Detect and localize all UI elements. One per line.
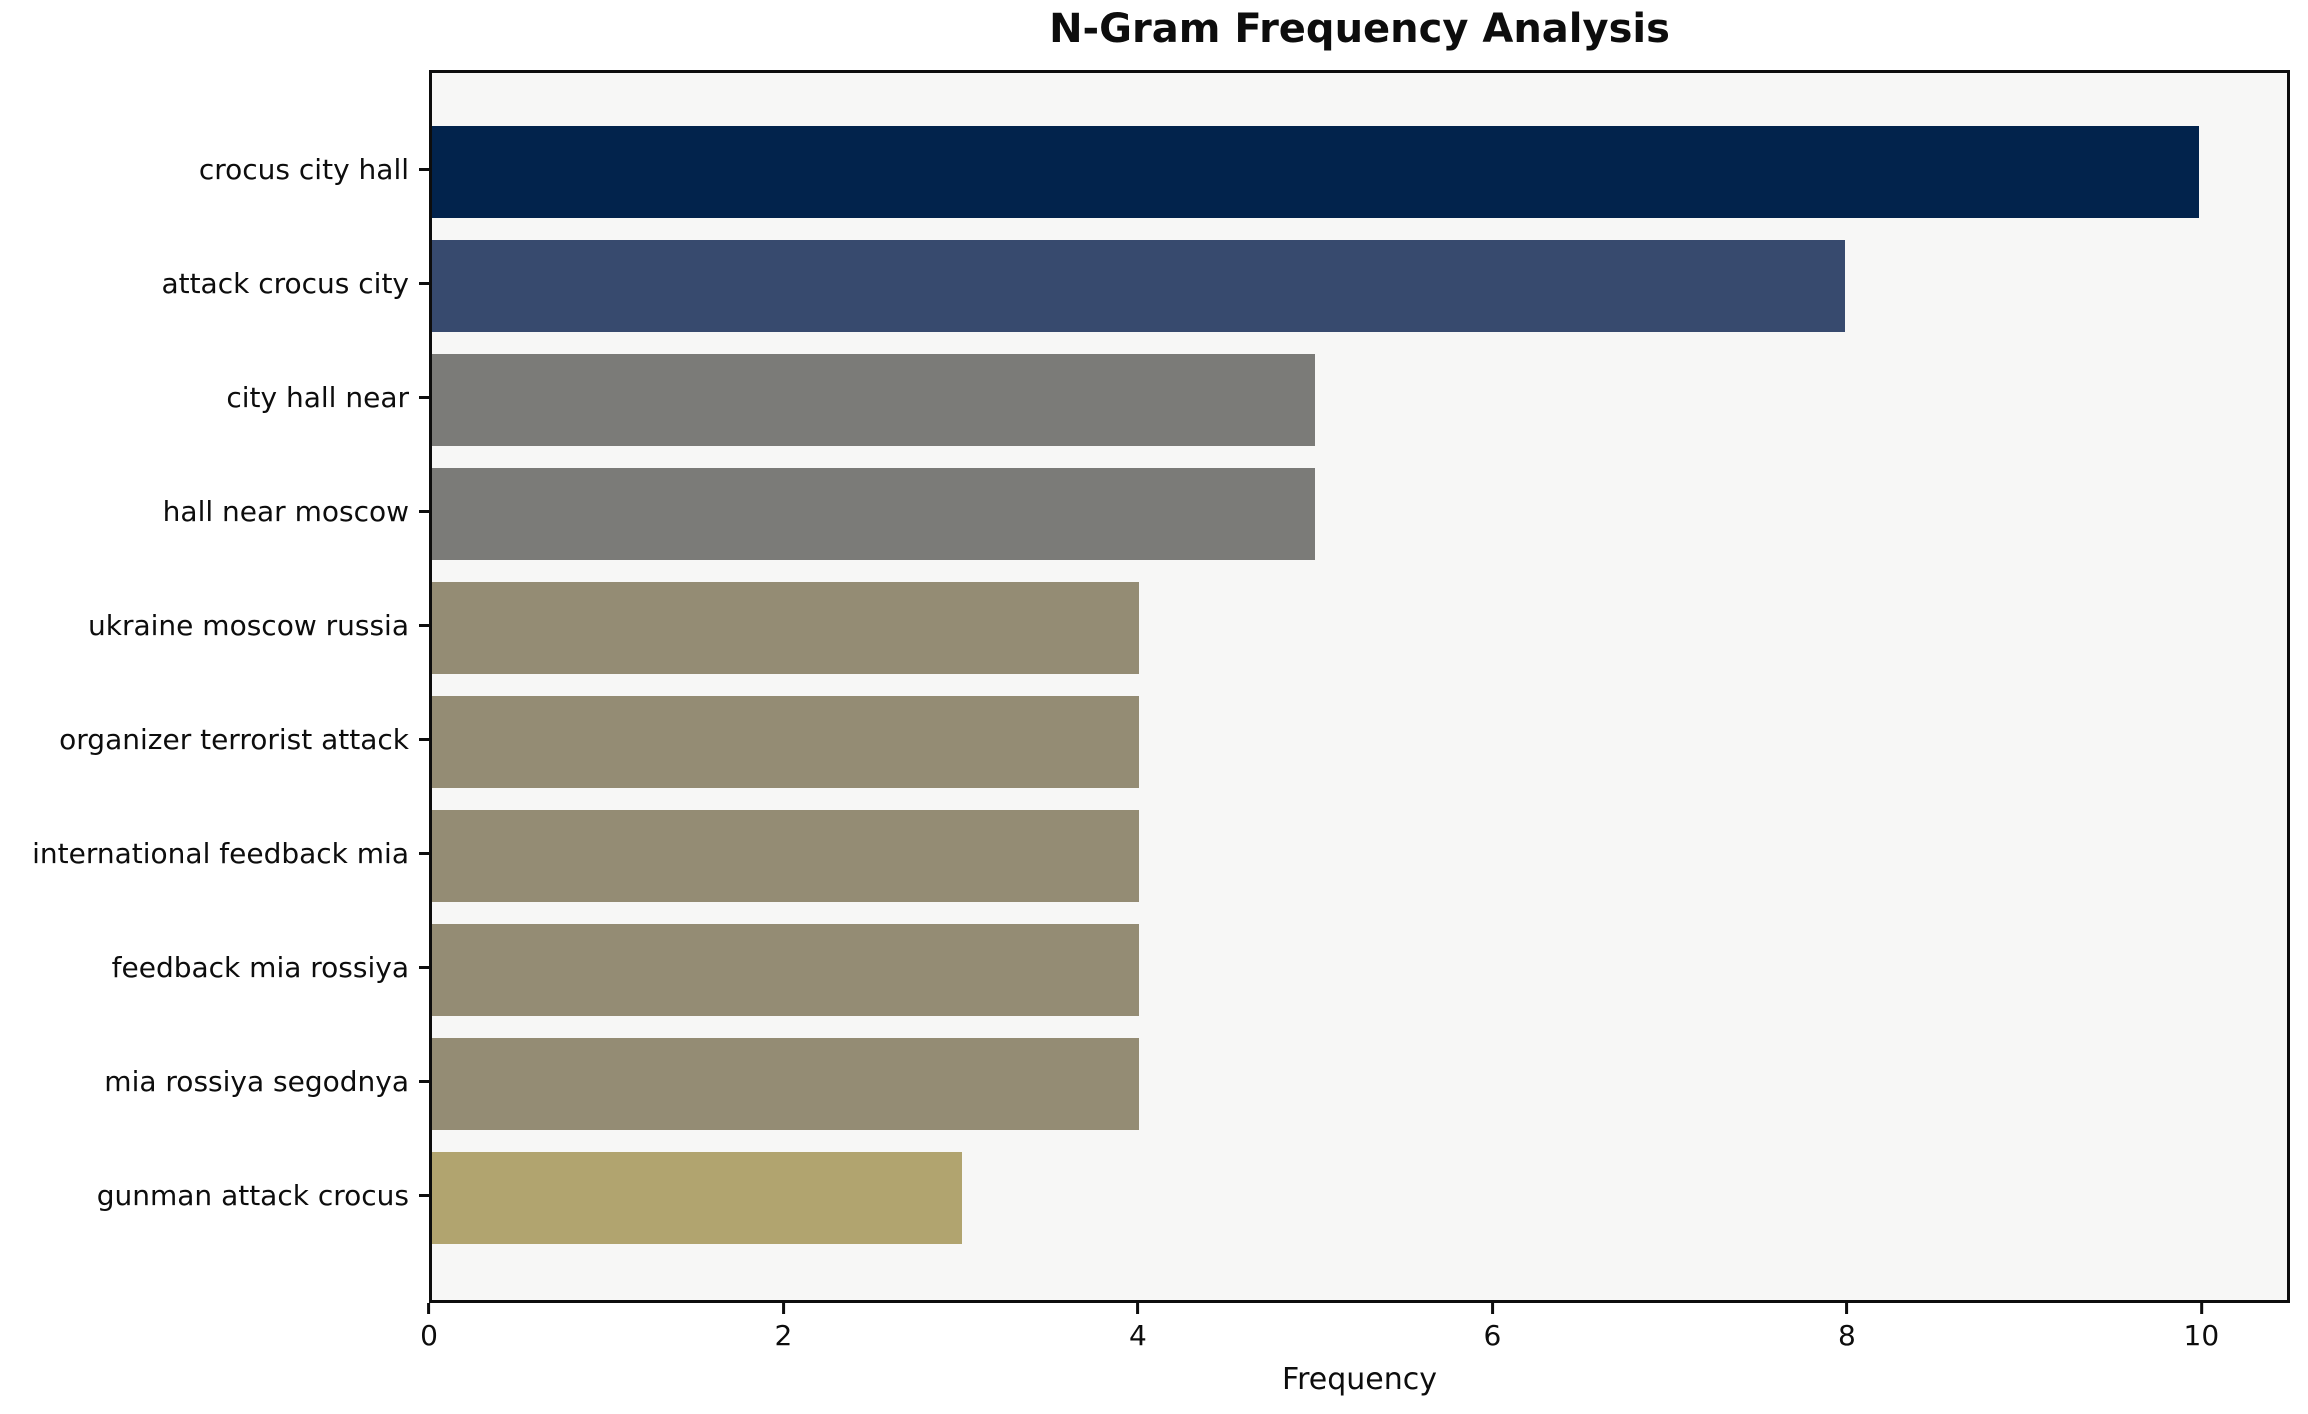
y-tick-label: feedback mia rossiya <box>111 950 409 984</box>
y-tick-label: ukraine moscow russia <box>88 608 409 642</box>
bar-row <box>432 343 2287 457</box>
bar <box>432 126 2199 218</box>
y-label-row: hall near moscow <box>0 454 429 568</box>
y-tick-mark <box>419 1079 429 1083</box>
y-tick-mark <box>419 737 429 741</box>
bar <box>432 696 1139 788</box>
y-tick-label: gunman attack crocus <box>96 1178 409 1212</box>
y-label-row: attack crocus city <box>0 226 429 340</box>
x-tick-label: 4 <box>1129 1319 1147 1352</box>
y-label-row: gunman attack crocus <box>0 1138 429 1252</box>
bar-row <box>432 1027 2287 1141</box>
bars <box>432 73 2287 1300</box>
plot-area <box>429 70 2290 1303</box>
x-axis-label: Frequency <box>1282 1362 1437 1397</box>
y-label-row: ukraine moscow russia <box>0 568 429 682</box>
x-tick-mark <box>1490 1303 1494 1314</box>
y-tick-mark <box>419 1193 429 1197</box>
y-tick-mark <box>419 965 429 969</box>
y-tick-label: crocus city hall <box>198 152 409 186</box>
x-tick: 10 <box>2183 1303 2220 1352</box>
y-label-row: crocus city hall <box>0 112 429 226</box>
y-tick-mark <box>419 509 429 513</box>
bar <box>432 468 1316 560</box>
bar-row <box>432 229 2287 343</box>
y-label-row: feedback mia rossiya <box>0 910 429 1024</box>
y-tick-label: attack crocus city <box>161 266 409 300</box>
x-tick-label: 8 <box>1837 1319 1856 1352</box>
x-tick-label: 6 <box>1483 1319 1502 1352</box>
y-axis-labels: crocus city hall attack crocus city city h… <box>0 70 429 1303</box>
x-tick-mark <box>1845 1303 1849 1314</box>
bar <box>432 240 1846 332</box>
y-label-row: organizer terrorist attack <box>0 682 429 796</box>
y-tick-mark <box>419 623 429 627</box>
x-tick-label: 2 <box>774 1319 793 1352</box>
x-tick: 6 <box>1483 1303 1502 1352</box>
x-axis: 0 2 4 6 8 10 <box>420 1303 2290 1373</box>
y-tick-mark <box>419 851 429 855</box>
x-tick-label: 10 <box>2183 1319 2220 1352</box>
bar-row <box>432 457 2287 571</box>
y-tick-mark <box>419 395 429 399</box>
y-tick-label: international feedback mia <box>32 836 409 870</box>
y-label-row: international feedback mia <box>0 796 429 910</box>
bar <box>432 924 1139 1016</box>
bar-row <box>432 1141 2287 1255</box>
bar-row <box>432 913 2287 1027</box>
y-tick-mark <box>419 167 429 171</box>
x-tick: 4 <box>1129 1303 1147 1352</box>
y-label-row: city hall near <box>0 340 429 454</box>
bar <box>432 1038 1139 1130</box>
y-tick-mark <box>419 281 429 285</box>
x-tick-label: 0 <box>420 1319 438 1352</box>
bar <box>432 354 1316 446</box>
bar-row <box>432 571 2287 685</box>
chart-title: N-Gram Frequency Analysis <box>1049 6 1670 52</box>
bar-row <box>432 799 2287 913</box>
y-label-row: mia rossiya segodnya <box>0 1024 429 1138</box>
bar <box>432 810 1139 902</box>
x-tick: 8 <box>1838 1303 1856 1352</box>
y-tick-label: organizer terrorist attack <box>59 722 409 756</box>
bar <box>432 582 1139 674</box>
x-tick-mark <box>781 1303 785 1314</box>
x-tick: 0 <box>420 1303 438 1352</box>
y-tick-label: hall near moscow <box>162 494 409 528</box>
x-tick-mark <box>427 1303 431 1314</box>
bar-row <box>432 115 2287 229</box>
x-tick-mark <box>1136 1303 1140 1314</box>
x-tick: 2 <box>774 1303 793 1352</box>
y-tick-label: city hall near <box>226 380 409 414</box>
bar <box>432 1152 962 1244</box>
y-tick-label: mia rossiya segodnya <box>104 1064 409 1098</box>
bar-row <box>432 685 2287 799</box>
x-tick-mark <box>2199 1303 2203 1314</box>
